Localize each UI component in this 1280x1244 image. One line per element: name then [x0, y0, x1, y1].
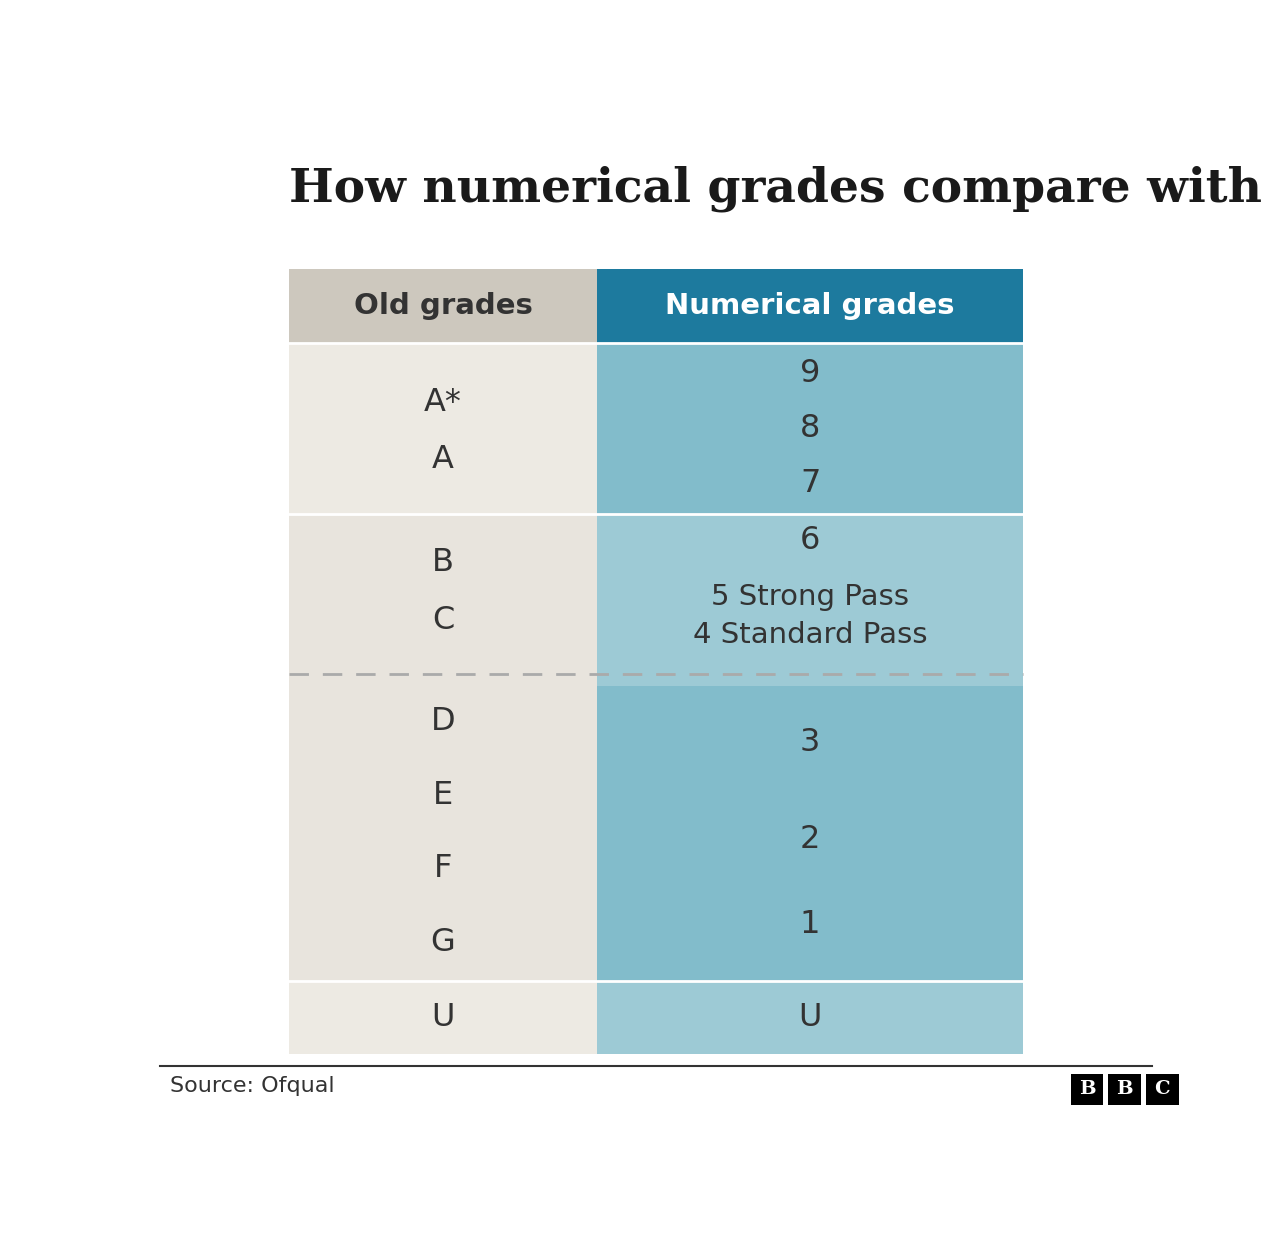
Text: F: F [434, 853, 452, 884]
Bar [1070, 1074, 1103, 1105]
Text: A*: A* [424, 387, 462, 418]
Text: G: G [431, 927, 456, 958]
Text: Numerical grades: Numerical grades [666, 292, 955, 320]
Bar [598, 687, 1023, 980]
Text: B: B [1116, 1081, 1133, 1098]
Text: U: U [431, 1003, 454, 1034]
Text: U: U [799, 1003, 822, 1034]
Bar [1146, 1074, 1179, 1105]
Bar [1108, 1074, 1140, 1105]
Text: B: B [1079, 1081, 1096, 1098]
Bar [289, 269, 598, 342]
Bar [289, 342, 598, 515]
Bar [598, 269, 1023, 342]
Text: 7: 7 [800, 468, 820, 499]
Text: 4 Standard Pass: 4 Standard Pass [692, 621, 928, 648]
Bar [598, 980, 1023, 1055]
Bar [289, 687, 598, 980]
Text: How numerical grades compare with old ones: How numerical grades compare with old on… [289, 165, 1280, 211]
Text: Source: Ofqual: Source: Ofqual [170, 1076, 334, 1096]
Text: B: B [433, 547, 454, 578]
Text: 1: 1 [800, 909, 820, 940]
Text: Old grades: Old grades [353, 292, 532, 320]
Text: 6: 6 [800, 525, 820, 556]
Text: D: D [431, 707, 456, 738]
Text: C: C [431, 606, 454, 637]
Bar [289, 980, 598, 1055]
Text: A: A [433, 444, 454, 475]
Text: E: E [433, 780, 453, 811]
Text: 2: 2 [800, 824, 820, 855]
Text: 9: 9 [800, 358, 820, 389]
Bar [598, 515, 1023, 687]
Text: C: C [1155, 1081, 1170, 1098]
Text: 8: 8 [800, 413, 820, 444]
Bar [598, 342, 1023, 515]
Bar [289, 515, 598, 687]
Text: 5 Strong Pass: 5 Strong Pass [712, 583, 909, 611]
Text: 3: 3 [800, 726, 820, 758]
